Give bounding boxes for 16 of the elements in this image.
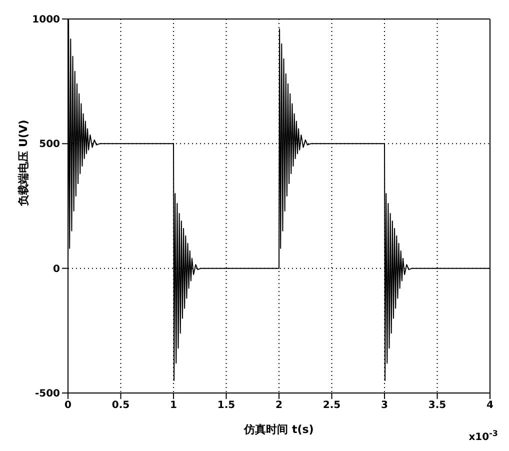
x-tick-label: 2.5 <box>322 400 341 412</box>
x-tick-label: 3 <box>381 400 388 412</box>
y-tick-label: -500 <box>34 388 60 400</box>
x-axis-title: 仿真时间 t(s) <box>243 423 314 436</box>
text: x10$^{-3}$ <box>468 428 498 443</box>
y-tick-label: 0 <box>53 264 60 275</box>
x-tick-label: 3.5 <box>428 400 446 412</box>
y-tick-label: 500 <box>39 139 60 150</box>
y-tick-label: 1000 <box>32 14 60 26</box>
y-axis-title: 负载端电压 U(V) <box>16 120 30 207</box>
x-tick-label: 0.5 <box>112 400 130 412</box>
x-tick-label: 0 <box>64 400 72 412</box>
x-tick-label: 1 <box>170 400 178 412</box>
x-tick-label: 4 <box>486 400 494 412</box>
x-tick-label: 1.5 <box>217 400 236 412</box>
x-tick-label: 2 <box>276 400 283 412</box>
